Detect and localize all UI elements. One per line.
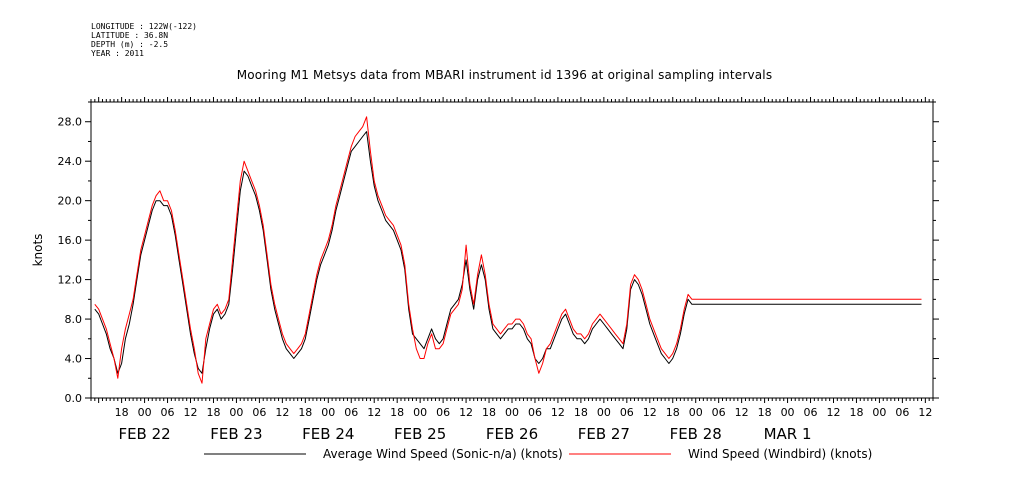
x-hour-label: 18 — [849, 406, 863, 419]
y-tick-label: 0.0 — [65, 392, 83, 405]
x-hour-label: 12 — [275, 406, 289, 419]
x-hour-label: 12 — [643, 406, 657, 419]
x-hour-label: 12 — [551, 406, 565, 419]
x-hour-label: 06 — [252, 406, 266, 419]
x-day-label: FEB 23 — [210, 425, 262, 443]
x-hour-label: 00 — [597, 406, 611, 419]
x-hour-label: 06 — [528, 406, 542, 419]
y-tick-label: 4.0 — [65, 353, 83, 366]
x-hour-label: 00 — [138, 406, 152, 419]
legend-label-windbird: Wind Speed (Windbird) (knots) — [688, 447, 873, 461]
x-hour-label: 06 — [344, 406, 358, 419]
x-hour-label: 00 — [781, 406, 795, 419]
x-hour-label: 18 — [390, 406, 404, 419]
x-day-label: FEB 26 — [486, 425, 538, 443]
x-day-label: FEB 25 — [394, 425, 446, 443]
y-tick-label: 16.0 — [58, 234, 83, 247]
x-hour-label: 18 — [574, 406, 588, 419]
y-axis-label: knots — [31, 234, 45, 267]
x-hour-label: 18 — [758, 406, 772, 419]
x-hour-label: 12 — [459, 406, 473, 419]
x-hour-label: 18 — [298, 406, 312, 419]
x-day-label: FEB 27 — [578, 425, 630, 443]
x-hour-label: 00 — [413, 406, 427, 419]
metadata-block: LONGITUDE : 122W(-122) LATITUDE : 36.8N … — [91, 22, 197, 58]
x-hour-label: 12 — [184, 406, 198, 419]
x-hour-label: 06 — [620, 406, 634, 419]
x-hour-label: 18 — [115, 406, 129, 419]
y-tick-label: 20.0 — [58, 195, 83, 208]
series-average-wind-speed-line — [94, 131, 922, 374]
longitude-label: LONGITUDE : 122W(-122) — [91, 22, 197, 31]
x-hour-label: 00 — [321, 406, 335, 419]
x-hour-label: 18 — [482, 406, 496, 419]
x-hour-label: 12 — [918, 406, 932, 419]
series-windbird-wind-speed-line — [94, 116, 922, 384]
x-hour-label: 12 — [367, 406, 381, 419]
plot-frame — [90, 101, 934, 399]
x-hour-label: 06 — [804, 406, 818, 419]
plot-border — [90, 101, 934, 399]
y-tick-label: 8.0 — [65, 313, 83, 326]
y-tick-label: 12.0 — [58, 274, 83, 287]
x-day-label: FEB 24 — [302, 425, 354, 443]
series-lines — [94, 116, 922, 384]
x-hour-label: 06 — [436, 406, 450, 419]
latitude-label: LATITUDE : 36.8N — [91, 31, 169, 40]
x-hour-label: 00 — [689, 406, 703, 419]
x-day-label: FEB 28 — [670, 425, 722, 443]
x-hour-label: 00 — [505, 406, 519, 419]
y-tick-label: 24.0 — [58, 155, 83, 168]
x-day-label: FEB 22 — [118, 425, 170, 443]
y-tick-labels: 0.0 4.0 8.0 12.0 16.0 20.0 24.0 28.0 knots — [31, 116, 82, 405]
x-hour-label: 12 — [735, 406, 749, 419]
year-label: YEAR : 2011 — [91, 49, 144, 58]
y-tick-label: 28.0 — [58, 116, 83, 129]
x-hour-label: 06 — [895, 406, 909, 419]
x-hour-label: 06 — [161, 406, 175, 419]
x-hour-label: 18 — [206, 406, 220, 419]
x-hour-label: 12 — [826, 406, 840, 419]
depth-label: DEPTH (m) : -2.5 — [91, 40, 169, 49]
x-hour-label: 18 — [666, 406, 680, 419]
legend-label-average: Average Wind Speed (Sonic-n/a) (knots) — [323, 447, 563, 461]
chart-title: Mooring M1 Metsys data from MBARI instru… — [236, 68, 773, 82]
x-hour-label: 06 — [712, 406, 726, 419]
x-tick-labels: 18 00 06 12 18 00 06 12 18 00 06 12 18 00 06 12 18 00 06 12… — [115, 406, 933, 443]
axis-ticks — [85, 97, 939, 403]
x-hour-label: 00 — [229, 406, 243, 419]
x-hour-label: 00 — [872, 406, 886, 419]
x-day-label: MAR 1 — [764, 425, 812, 443]
